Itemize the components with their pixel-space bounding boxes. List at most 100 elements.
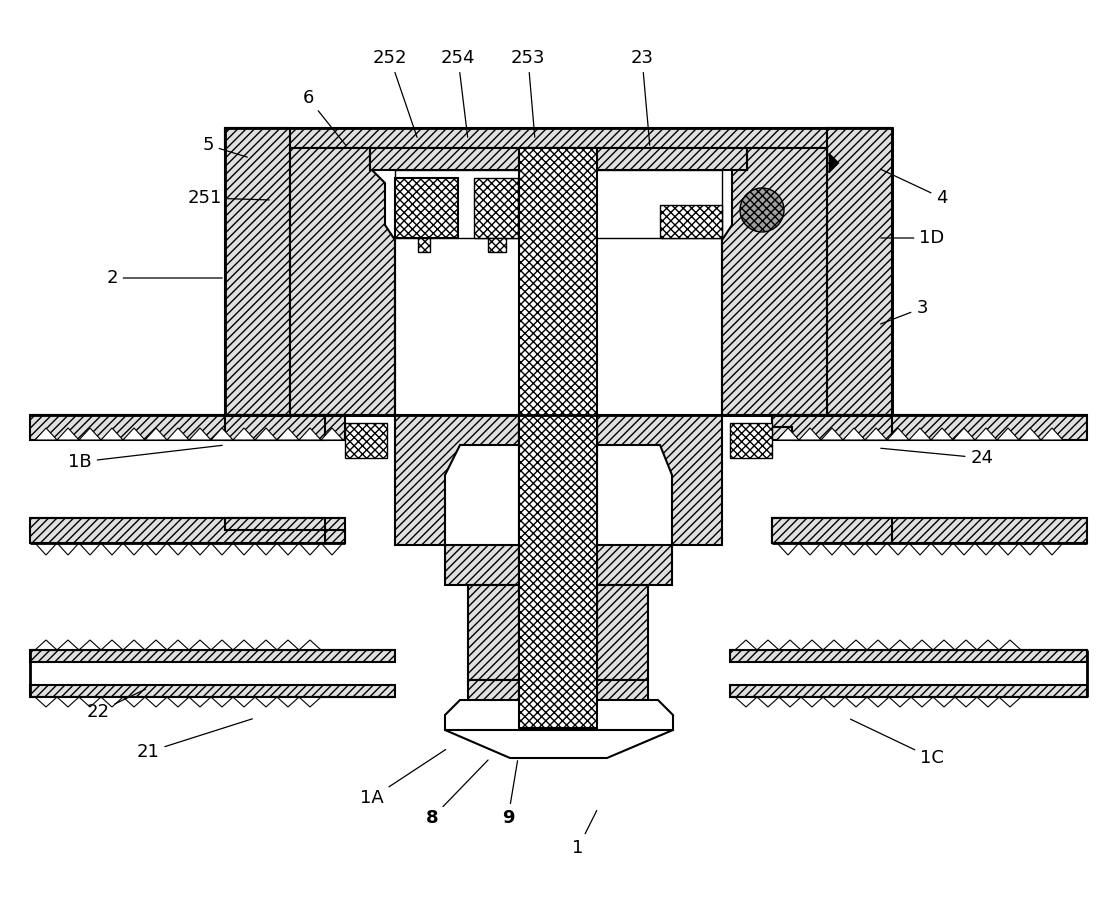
Polygon shape <box>35 543 57 555</box>
Polygon shape <box>865 543 887 555</box>
Polygon shape <box>865 428 887 440</box>
Polygon shape <box>255 543 277 555</box>
Polygon shape <box>779 640 801 650</box>
Polygon shape <box>57 697 79 707</box>
Bar <box>660 205 722 238</box>
Polygon shape <box>977 640 999 650</box>
Polygon shape <box>930 428 953 440</box>
Polygon shape <box>35 428 57 440</box>
Text: 4: 4 <box>880 169 947 207</box>
Polygon shape <box>321 428 343 440</box>
Polygon shape <box>1041 428 1063 440</box>
Polygon shape <box>777 428 799 440</box>
Polygon shape <box>35 697 57 707</box>
Polygon shape <box>999 640 1021 650</box>
Polygon shape <box>779 697 801 707</box>
Polygon shape <box>145 428 168 440</box>
Polygon shape <box>867 697 889 707</box>
Bar <box>345 423 386 458</box>
Text: 3: 3 <box>880 299 928 324</box>
Polygon shape <box>30 415 345 440</box>
Polygon shape <box>299 640 321 650</box>
Circle shape <box>739 188 784 232</box>
Polygon shape <box>145 697 168 707</box>
Polygon shape <box>596 415 722 545</box>
Polygon shape <box>823 697 844 707</box>
Polygon shape <box>823 640 844 650</box>
Polygon shape <box>843 428 865 440</box>
Polygon shape <box>735 640 757 650</box>
Polygon shape <box>57 543 79 555</box>
Polygon shape <box>79 640 101 650</box>
Text: 5: 5 <box>202 136 247 157</box>
Polygon shape <box>189 640 211 650</box>
Polygon shape <box>772 518 892 543</box>
Polygon shape <box>79 543 101 555</box>
Polygon shape <box>255 640 277 650</box>
Text: 6: 6 <box>303 89 346 146</box>
Polygon shape <box>757 697 779 707</box>
Text: 1B: 1B <box>68 446 222 471</box>
Bar <box>519 415 596 695</box>
Text: 8: 8 <box>426 760 488 827</box>
Polygon shape <box>997 543 1019 555</box>
Polygon shape <box>321 543 343 555</box>
Bar <box>474 178 518 238</box>
Polygon shape <box>101 697 123 707</box>
Polygon shape <box>909 428 930 440</box>
Bar <box>418 238 430 252</box>
Text: 2: 2 <box>106 269 222 287</box>
Polygon shape <box>955 697 977 707</box>
Polygon shape <box>731 650 1087 662</box>
Polygon shape <box>277 640 299 650</box>
Polygon shape <box>225 128 892 148</box>
Polygon shape <box>468 680 648 710</box>
Text: 252: 252 <box>373 49 417 137</box>
Polygon shape <box>255 428 277 440</box>
Polygon shape <box>731 685 1087 697</box>
Polygon shape <box>233 640 255 650</box>
Polygon shape <box>887 428 909 440</box>
Polygon shape <box>299 428 321 440</box>
Polygon shape <box>821 428 843 440</box>
Polygon shape <box>844 640 867 650</box>
Polygon shape <box>821 543 843 555</box>
Polygon shape <box>909 543 930 555</box>
Polygon shape <box>145 543 168 555</box>
Bar <box>395 170 722 238</box>
Polygon shape <box>30 518 345 543</box>
Polygon shape <box>445 700 674 730</box>
Polygon shape <box>299 697 321 707</box>
Polygon shape <box>35 640 57 650</box>
Polygon shape <box>233 697 255 707</box>
Polygon shape <box>168 543 189 555</box>
Polygon shape <box>225 128 290 415</box>
Bar <box>731 423 772 458</box>
Polygon shape <box>722 148 827 415</box>
Polygon shape <box>977 697 999 707</box>
Polygon shape <box>772 518 1087 543</box>
Polygon shape <box>57 640 79 650</box>
Polygon shape <box>933 640 955 650</box>
Polygon shape <box>1019 543 1041 555</box>
Polygon shape <box>123 428 145 440</box>
Polygon shape <box>123 697 145 707</box>
Polygon shape <box>911 697 933 707</box>
Polygon shape <box>827 128 892 415</box>
Polygon shape <box>887 543 909 555</box>
Polygon shape <box>395 415 519 545</box>
Polygon shape <box>299 543 321 555</box>
Polygon shape <box>844 697 867 707</box>
Text: 1A: 1A <box>360 750 446 807</box>
Polygon shape <box>735 697 757 707</box>
Polygon shape <box>211 543 233 555</box>
Text: 251: 251 <box>188 189 269 207</box>
Bar <box>395 178 458 238</box>
Polygon shape <box>57 428 79 440</box>
Polygon shape <box>123 543 145 555</box>
Polygon shape <box>975 428 997 440</box>
Polygon shape <box>867 640 889 650</box>
Polygon shape <box>277 697 299 707</box>
Polygon shape <box>189 697 211 707</box>
Polygon shape <box>999 697 1021 707</box>
